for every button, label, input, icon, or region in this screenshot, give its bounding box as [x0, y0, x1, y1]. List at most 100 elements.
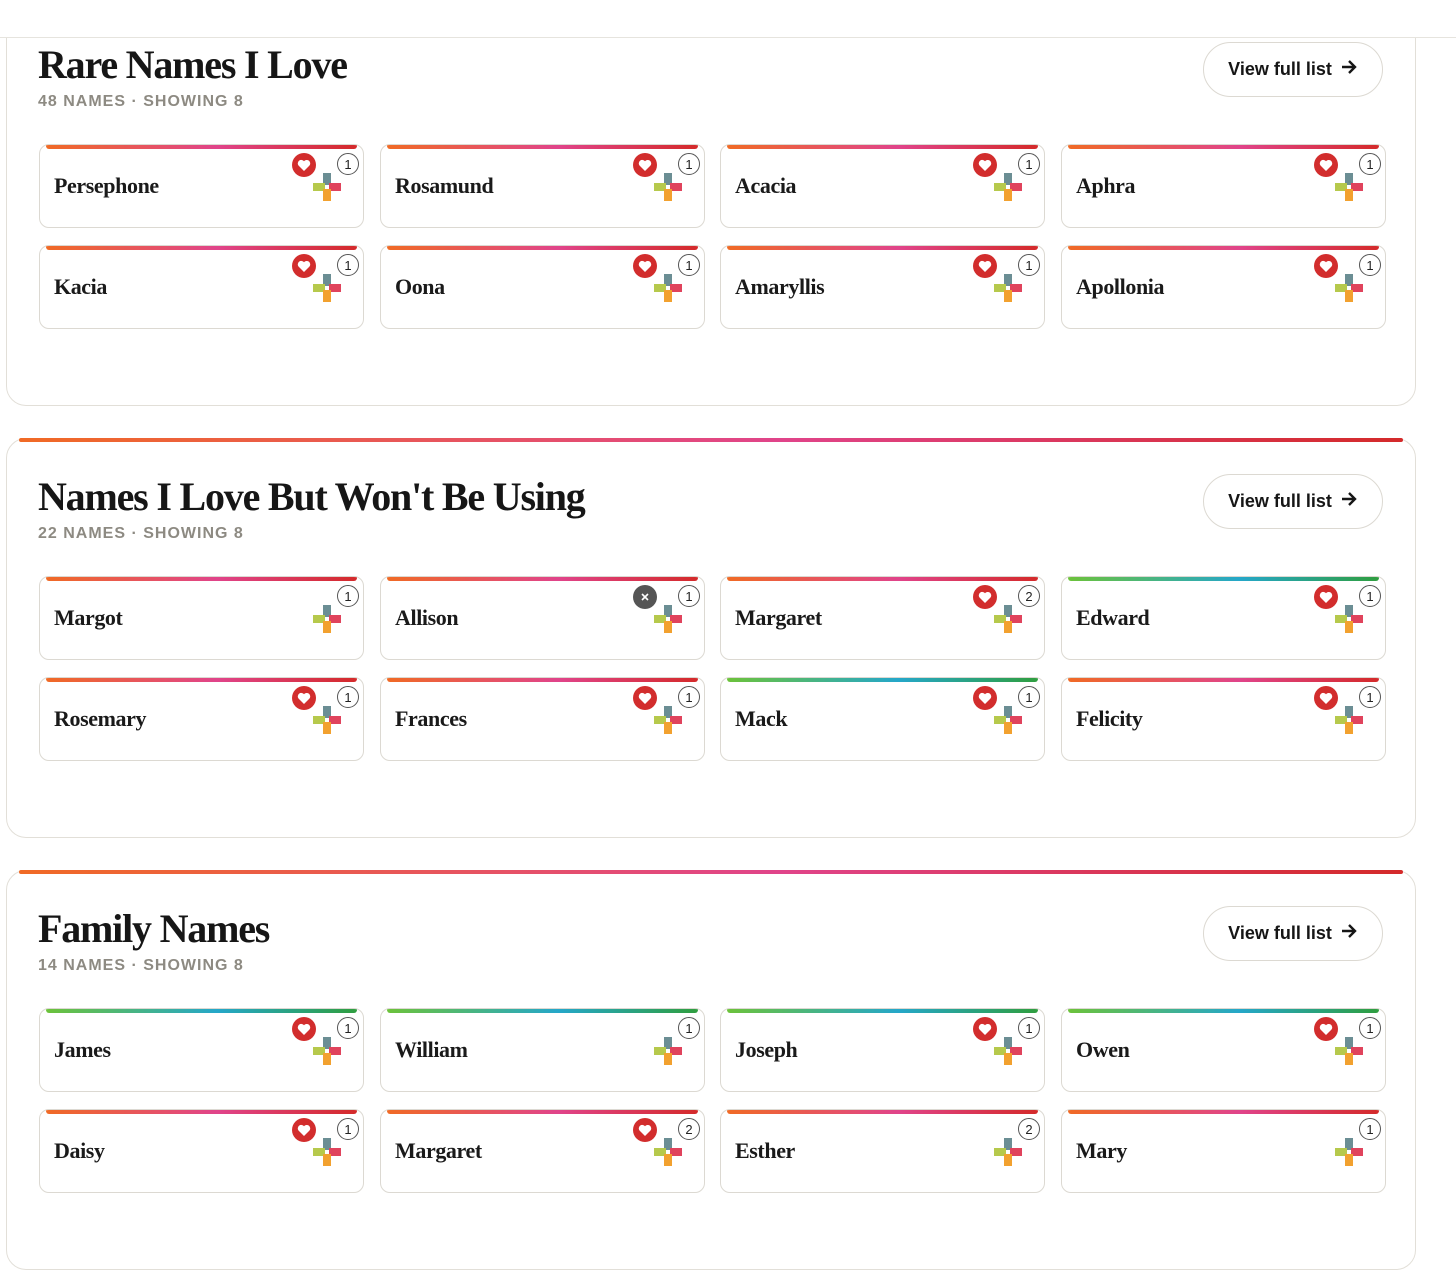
add-icon[interactable] [1333, 171, 1365, 208]
heart-badge[interactable] [1314, 585, 1338, 609]
heart-badge[interactable] [973, 585, 997, 609]
name-card[interactable]: Allison 1 [380, 576, 705, 660]
add-icon[interactable] [311, 1035, 343, 1072]
heart-badge[interactable] [292, 1118, 316, 1142]
name-text: Rosemary [54, 706, 147, 731]
add-icon[interactable] [992, 704, 1024, 741]
add-icon[interactable] [1333, 603, 1365, 640]
heart-badge[interactable] [1314, 686, 1338, 710]
heart-badge[interactable] [973, 686, 997, 710]
count-badge: 1 [678, 686, 700, 708]
count-badge: 1 [678, 254, 700, 276]
add-icon[interactable] [311, 1136, 343, 1173]
name-card[interactable]: Apollonia 1 [1061, 245, 1386, 329]
add-icon[interactable] [652, 272, 684, 309]
name-card[interactable]: Margaret 2 [720, 576, 1045, 660]
add-icon[interactable] [992, 1136, 1024, 1173]
heart-badge[interactable] [1314, 254, 1338, 278]
card-stripe [387, 577, 698, 581]
add-icon[interactable] [311, 704, 343, 741]
add-icon[interactable] [652, 704, 684, 741]
name-card[interactable]: James 1 [39, 1008, 364, 1092]
heart-badge[interactable] [1314, 1017, 1338, 1041]
name-card[interactable]: Frances 1 [380, 677, 705, 761]
add-icon[interactable] [992, 171, 1024, 208]
view-full-list-button[interactable]: View full list [1203, 474, 1383, 529]
add-icon[interactable] [311, 171, 343, 208]
name-text: Rosamund [395, 173, 494, 198]
heart-badge[interactable] [633, 254, 657, 278]
name-card[interactable]: William 1 [380, 1008, 705, 1092]
name-card[interactable]: Rosamund 1 [380, 144, 705, 228]
heart-badge[interactable] [633, 1118, 657, 1142]
name-text: Daisy [54, 1138, 105, 1163]
heart-badge[interactable] [292, 686, 316, 710]
name-text: Owen [1076, 1037, 1130, 1062]
name-card[interactable]: Margaret 2 [380, 1109, 705, 1193]
add-icon[interactable] [652, 1035, 684, 1072]
heart-badge[interactable] [633, 153, 657, 177]
name-text: Mack [735, 706, 788, 731]
add-icon[interactable] [1333, 1035, 1365, 1072]
name-card[interactable]: Esther 2 [720, 1109, 1045, 1193]
name-card[interactable]: Aphra 1 [1061, 144, 1386, 228]
name-text: Margaret [395, 1138, 482, 1163]
name-card[interactable]: Mack 1 [720, 677, 1045, 761]
list-section: Names I Love But Won't Be Using 22 NAMES … [6, 438, 1416, 838]
name-card[interactable]: Felicity 1 [1061, 677, 1386, 761]
view-full-list-button[interactable]: View full list [1203, 906, 1383, 961]
name-card[interactable]: Kacia 1 [39, 245, 364, 329]
count-badge: 1 [1018, 254, 1040, 276]
add-icon[interactable] [1333, 272, 1365, 309]
count-badge: 1 [1359, 1017, 1381, 1039]
card-stripe [46, 1009, 357, 1013]
add-icon[interactable] [652, 171, 684, 208]
name-card[interactable]: Daisy 1 [39, 1109, 364, 1193]
heart-badge[interactable] [292, 153, 316, 177]
add-icon[interactable] [652, 603, 684, 640]
card-stripe [727, 1009, 1038, 1013]
name-card[interactable]: Oona 1 [380, 245, 705, 329]
add-icon[interactable] [652, 1136, 684, 1173]
add-icon[interactable] [992, 1035, 1024, 1072]
heart-badge[interactable] [973, 1017, 997, 1041]
name-card[interactable]: Joseph 1 [720, 1008, 1045, 1092]
card-stripe [46, 145, 357, 149]
add-icon[interactable] [992, 272, 1024, 309]
card-stripe [727, 678, 1038, 682]
name-text: Edward [1076, 605, 1150, 630]
arrow-icon [1340, 58, 1358, 81]
add-icon[interactable] [311, 603, 343, 640]
heart-badge[interactable] [633, 686, 657, 710]
card-stripe [1068, 1009, 1379, 1013]
name-card[interactable]: Owen 1 [1061, 1008, 1386, 1092]
name-card[interactable]: Persephone 1 [39, 144, 364, 228]
name-card[interactable]: Edward 1 [1061, 576, 1386, 660]
remove-badge[interactable] [633, 585, 657, 609]
name-card[interactable]: Margot 1 [39, 576, 364, 660]
add-icon[interactable] [311, 272, 343, 309]
name-text: Oona [395, 274, 445, 299]
heart-badge[interactable] [973, 153, 997, 177]
count-badge: 1 [1018, 153, 1040, 175]
count-badge: 1 [678, 153, 700, 175]
add-icon[interactable] [1333, 704, 1365, 741]
name-text: Aphra [1076, 173, 1136, 198]
heart-badge[interactable] [292, 1017, 316, 1041]
view-full-list-button[interactable]: View full list [1203, 42, 1383, 97]
count-badge: 2 [1018, 1118, 1040, 1140]
heart-badge[interactable] [292, 254, 316, 278]
heart-badge[interactable] [1314, 153, 1338, 177]
add-icon[interactable] [1333, 1136, 1365, 1173]
add-icon[interactable] [992, 603, 1024, 640]
name-card[interactable]: Amaryllis 1 [720, 245, 1045, 329]
name-text: Felicity [1076, 706, 1143, 731]
count-badge: 1 [678, 1017, 700, 1039]
name-card[interactable]: Mary 1 [1061, 1109, 1386, 1193]
heart-badge[interactable] [973, 254, 997, 278]
top-bar [0, 0, 1456, 38]
count-badge: 1 [678, 585, 700, 607]
name-card[interactable]: Rosemary 1 [39, 677, 364, 761]
name-card[interactable]: Acacia 1 [720, 144, 1045, 228]
